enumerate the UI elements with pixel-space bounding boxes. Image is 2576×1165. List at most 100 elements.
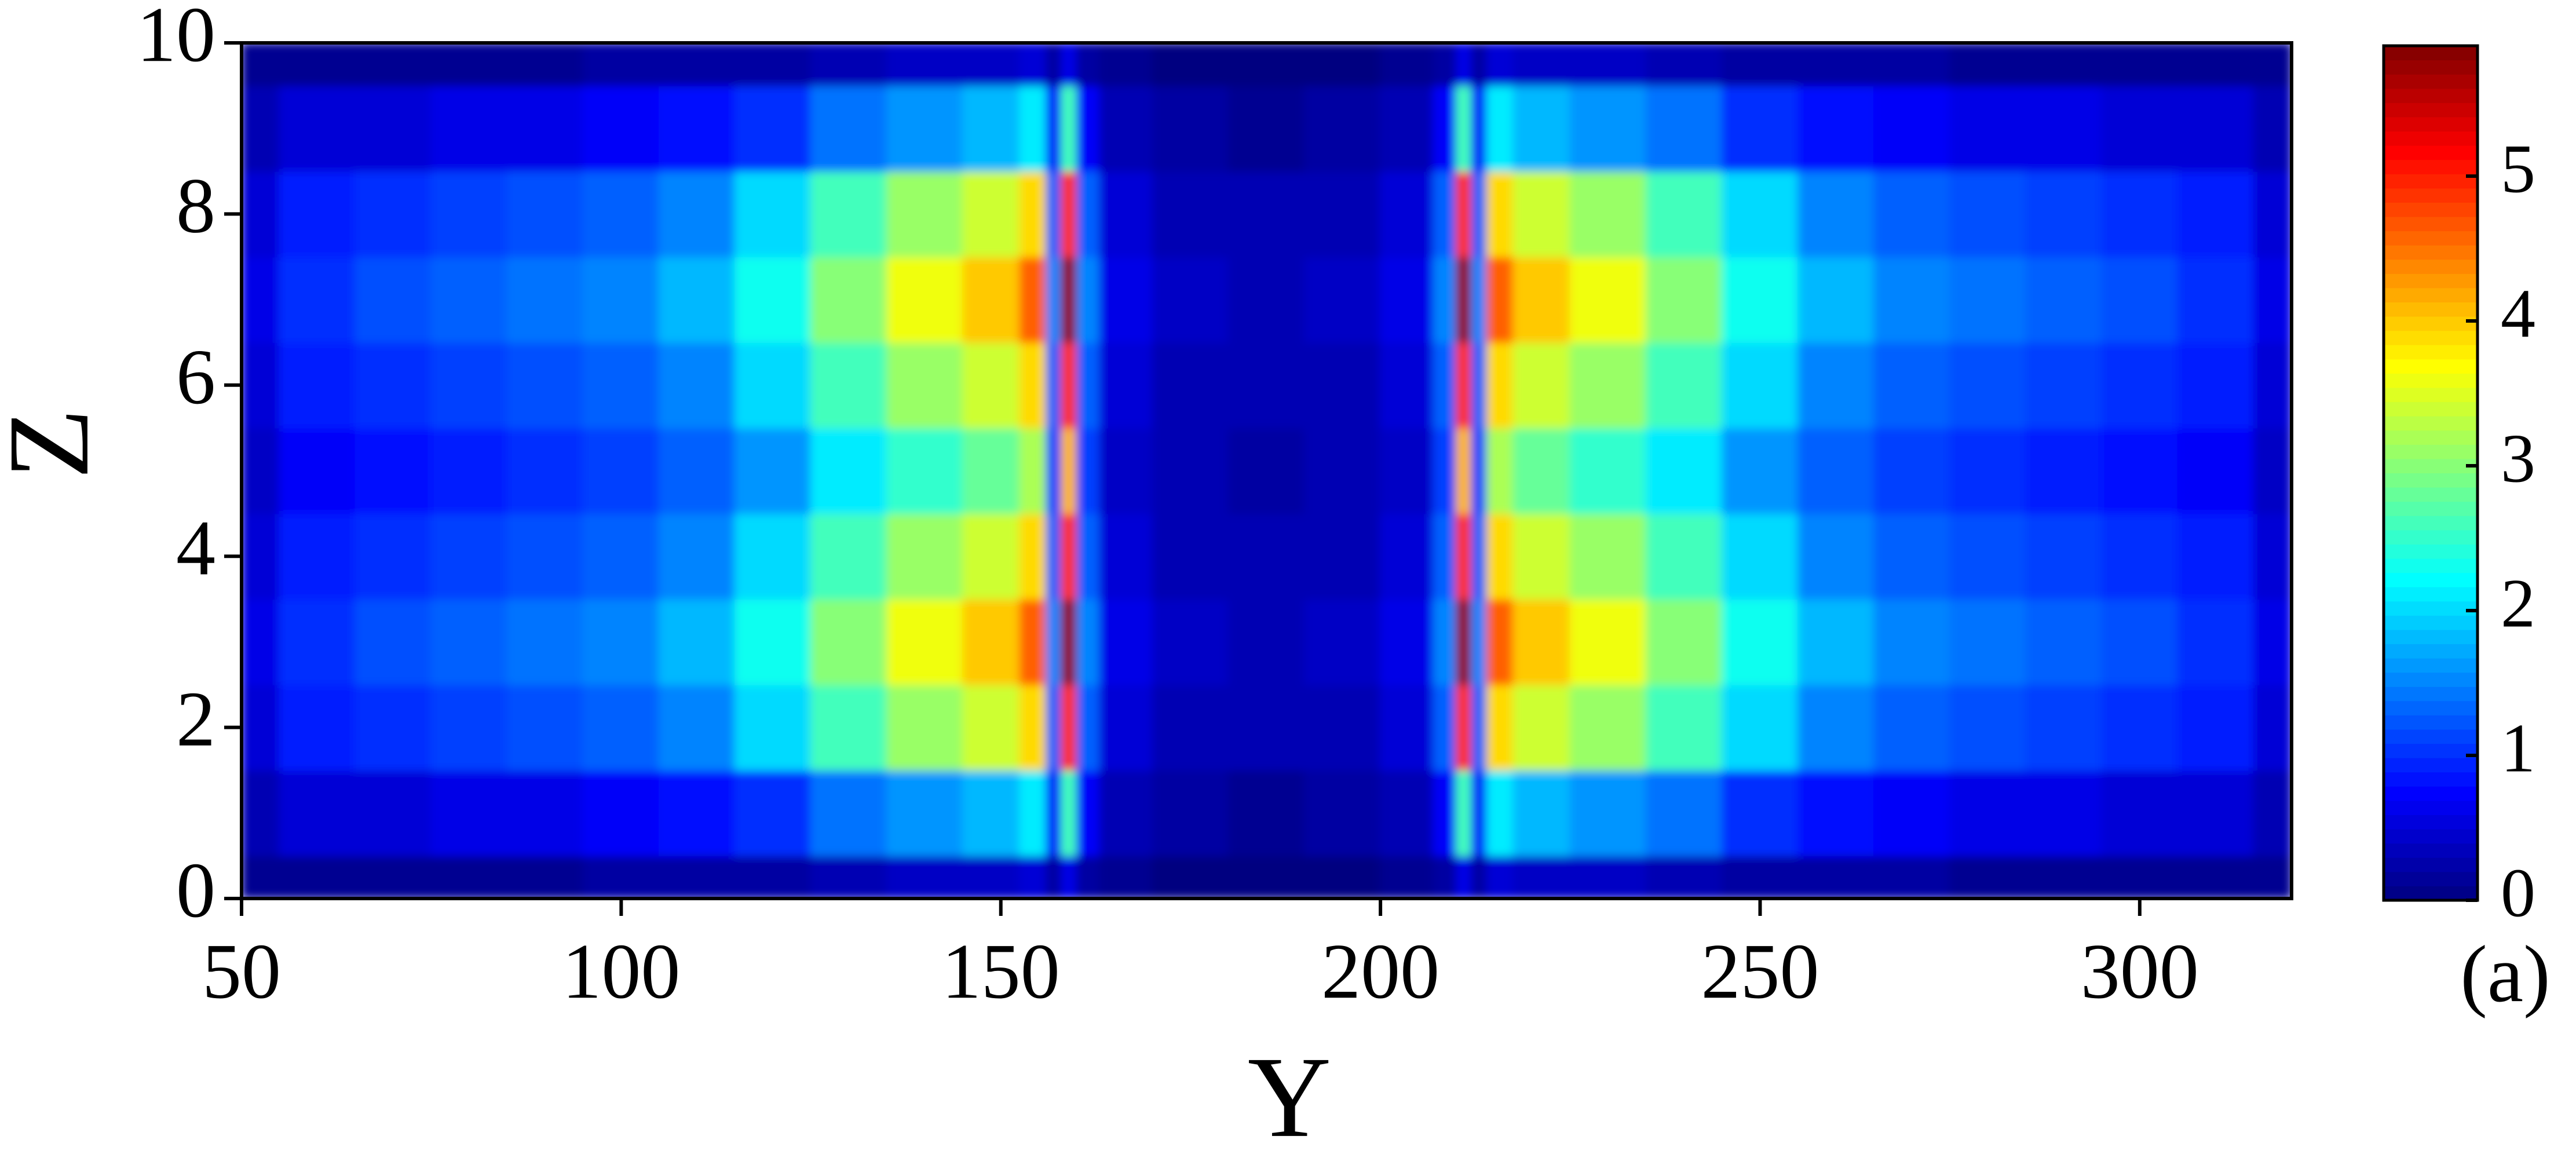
colorbar-band [2384, 287, 2478, 302]
heatmap-cell [1949, 85, 2027, 172]
heatmap-cell [658, 341, 736, 429]
colorbar-tick-label: 0 [2501, 854, 2535, 932]
heatmap-cell [886, 43, 964, 86]
colorbar-band [2384, 60, 2478, 75]
heatmap-cell [1227, 769, 1306, 857]
heatmap-cell [810, 43, 888, 86]
heatmap-cell [886, 427, 964, 514]
heatmap-cell [2253, 256, 2292, 343]
heatmap-cell [962, 684, 1021, 771]
heatmap-cell [279, 43, 356, 86]
colorbar-band [2384, 729, 2478, 744]
heatmap-cell [1433, 855, 1457, 899]
colorbar-tick-label: 1 [2501, 710, 2535, 787]
heatmap-cell [1227, 341, 1306, 429]
heatmap-cell [430, 170, 508, 258]
heatmap-cell [1380, 513, 1434, 600]
heatmap-cell [1797, 43, 1875, 86]
heatmap-cell [430, 684, 508, 771]
heatmap-cell [1569, 170, 1647, 258]
heatmap-cell [2025, 684, 2103, 771]
heatmap-cell [2253, 855, 2292, 899]
heatmap-cell [962, 341, 1021, 429]
heatmap-cell [1471, 85, 1488, 172]
heatmap-cell [1569, 43, 1647, 86]
heatmap-cell [242, 855, 280, 899]
heatmap-cell [962, 513, 1021, 600]
heatmap-cell [1433, 513, 1457, 600]
heatmap-cell [1076, 513, 1101, 600]
heatmap-cell [582, 427, 660, 514]
heatmap-cell [1569, 427, 1647, 514]
heatmap-cell [810, 427, 888, 514]
heatmap-cell [658, 598, 736, 685]
heatmap-cell [734, 598, 812, 685]
heatmap-cell [2101, 855, 2179, 899]
heatmap-cell [1152, 427, 1229, 514]
heatmap-cell [1569, 341, 1647, 429]
heatmap-cell [1076, 769, 1101, 857]
colorbar-band [2384, 629, 2478, 644]
heatmap-cell [734, 427, 812, 514]
heatmap-cell [355, 855, 432, 899]
colorbar-band [2384, 330, 2478, 345]
heatmap-cell [1019, 855, 1047, 899]
heatmap-cell [734, 85, 812, 172]
y-tick-label: 0 [176, 847, 215, 934]
heatmap-cell [658, 256, 736, 343]
heatmap-cell [2101, 769, 2179, 857]
heatmap-cell [1433, 598, 1457, 685]
heatmap-cell [1380, 85, 1434, 172]
heatmap-cell [1152, 855, 1229, 899]
heatmap-cell [886, 170, 964, 258]
heatmap-cell [1512, 513, 1571, 600]
colorbar-band [2384, 344, 2478, 360]
heatmap-cell [1873, 855, 1951, 899]
heatmap-cell [1019, 598, 1047, 685]
heatmap-cell [242, 170, 280, 258]
heatmap-cell [355, 85, 432, 172]
heatmap-cell [506, 513, 584, 600]
colorbar-band [2384, 202, 2478, 217]
heatmap-cells [242, 43, 2292, 899]
heatmap-cell [1076, 341, 1101, 429]
heatmap-cell [962, 769, 1021, 857]
y-tick-label: 6 [176, 334, 215, 421]
heatmap-cell [355, 43, 432, 86]
colorbar-band [2384, 487, 2478, 502]
heatmap-cell [1949, 513, 2027, 600]
heatmap-cell [1471, 170, 1488, 258]
heatmap-cell [1152, 513, 1229, 600]
heatmap-cell [1061, 855, 1077, 899]
heatmap-cell [2253, 341, 2292, 429]
heatmap-cell [355, 769, 432, 857]
heatmap-cell [1721, 855, 1799, 899]
heatmap-cell [1797, 598, 1875, 685]
heatmap-cell [1227, 598, 1306, 685]
heatmap-cell [2177, 43, 2255, 86]
heatmap-cell [506, 769, 584, 857]
heatmap-cell [734, 256, 812, 343]
heatmap-cell [1645, 513, 1723, 600]
colorbar-band [2384, 401, 2478, 417]
colorbar-band [2384, 316, 2478, 331]
heatmap-cell [2101, 513, 2179, 600]
heatmap-cell [810, 855, 888, 899]
colorbar-band [2384, 757, 2478, 773]
heatmap-cell [506, 427, 584, 514]
heatmap-cell [430, 855, 508, 899]
heatmap-cell [355, 170, 432, 258]
heatmap-cell [1227, 855, 1306, 899]
heatmap-cell [1433, 85, 1457, 172]
heatmap-cell [1380, 341, 1434, 429]
heatmap-cell [1046, 684, 1062, 771]
colorbar-band [2384, 372, 2478, 388]
colorbar-band [2384, 88, 2478, 103]
heatmap-cell [506, 43, 584, 86]
heatmap-cell [1721, 427, 1799, 514]
heatmap-cell [506, 85, 584, 172]
colorbar-tick-label: 2 [2501, 565, 2535, 642]
colorbar-tick-label: 3 [2501, 420, 2535, 497]
heatmap-cell [1227, 256, 1306, 343]
